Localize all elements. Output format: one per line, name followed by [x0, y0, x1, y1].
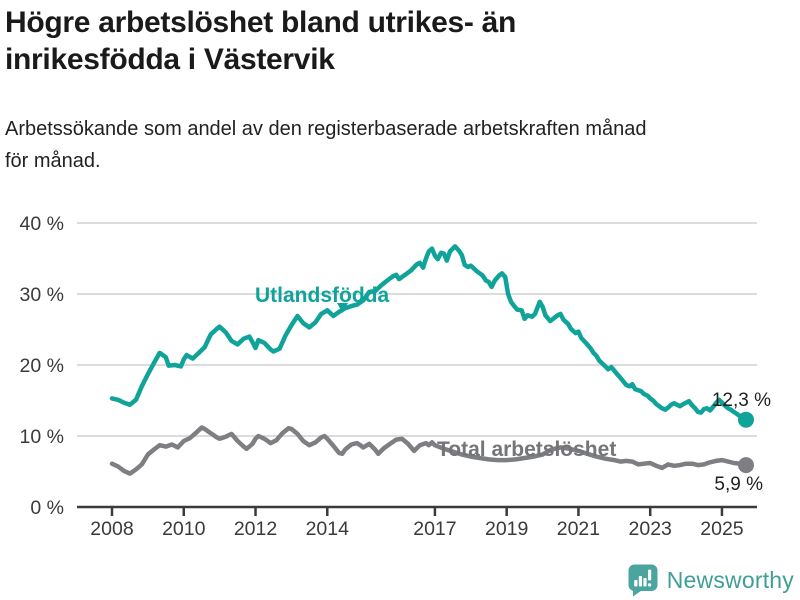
- series-label-utlandsfodda: Utlandsfödda: [255, 284, 389, 307]
- logo-bar-2: [638, 575, 642, 586]
- chart-header: Högre arbetslöshet bland utrikes- än inr…: [5, 4, 785, 78]
- x-tick-label: 2008: [90, 518, 133, 540]
- chart-subtitle-line-1: Arbetssökande som andel av den registerb…: [5, 118, 647, 140]
- unemployment-line-chart: 0 % 10 % 20 % 30 % 40 % 2008 2010 2012 2014 2017 2…: [20, 213, 772, 540]
- x-tick-label: 2021: [557, 518, 600, 540]
- logo-bar-3: [643, 577, 647, 586]
- newsworthy-logo-icon: [628, 564, 658, 596]
- logo-exclamation-dot: [647, 582, 651, 586]
- series-end-dot-utlandsfodda: [738, 411, 754, 428]
- end-value-label-utlandsfodda: 12,3 %: [712, 390, 771, 411]
- x-tick-label: 2019: [485, 518, 528, 540]
- y-tick-label: 40 %: [20, 213, 64, 235]
- series-line-utlandsfodda: [109, 244, 749, 422]
- y-tick-label: 20 %: [20, 355, 64, 377]
- x-tick-label: 2014: [306, 518, 350, 540]
- series-end-dot-total-arbetsloshet: [738, 457, 754, 474]
- logo-bar-1: [633, 579, 638, 586]
- newsworthy-logo[interactable]: Newsworthy: [628, 562, 794, 598]
- logo-exclamation-stem: [647, 569, 651, 580]
- x-tick-label: 2025: [700, 518, 744, 540]
- series-label-total-arbetsloshet: Total arbetslöshet: [437, 438, 616, 461]
- page-title-line-2: inrikesfödda i Västervik: [5, 43, 335, 76]
- x-tick-label: 2012: [234, 518, 277, 540]
- series-line-total-arbetsloshet: [109, 425, 749, 476]
- y-tick-label: 10 %: [20, 426, 64, 448]
- page-title-line-1: Högre arbetslöshet bland utrikes- än: [5, 6, 516, 39]
- newsworthy-brand-text: Newsworthy: [666, 566, 794, 593]
- y-tick-label: 30 %: [20, 284, 64, 306]
- chart-subtitle: Arbetssökande som andel av den registerb…: [5, 113, 790, 177]
- y-tick-label: 0 %: [30, 497, 64, 519]
- series-label-arrow-icon: [337, 303, 348, 313]
- x-tick-label: 2017: [413, 518, 456, 540]
- end-value-label-total-arbetsloshet: 5,9 %: [714, 474, 763, 495]
- chart-subtitle-line-2: för månad.: [5, 150, 101, 172]
- x-tick-label: 2010: [162, 518, 206, 540]
- x-tick-label: 2023: [629, 518, 672, 540]
